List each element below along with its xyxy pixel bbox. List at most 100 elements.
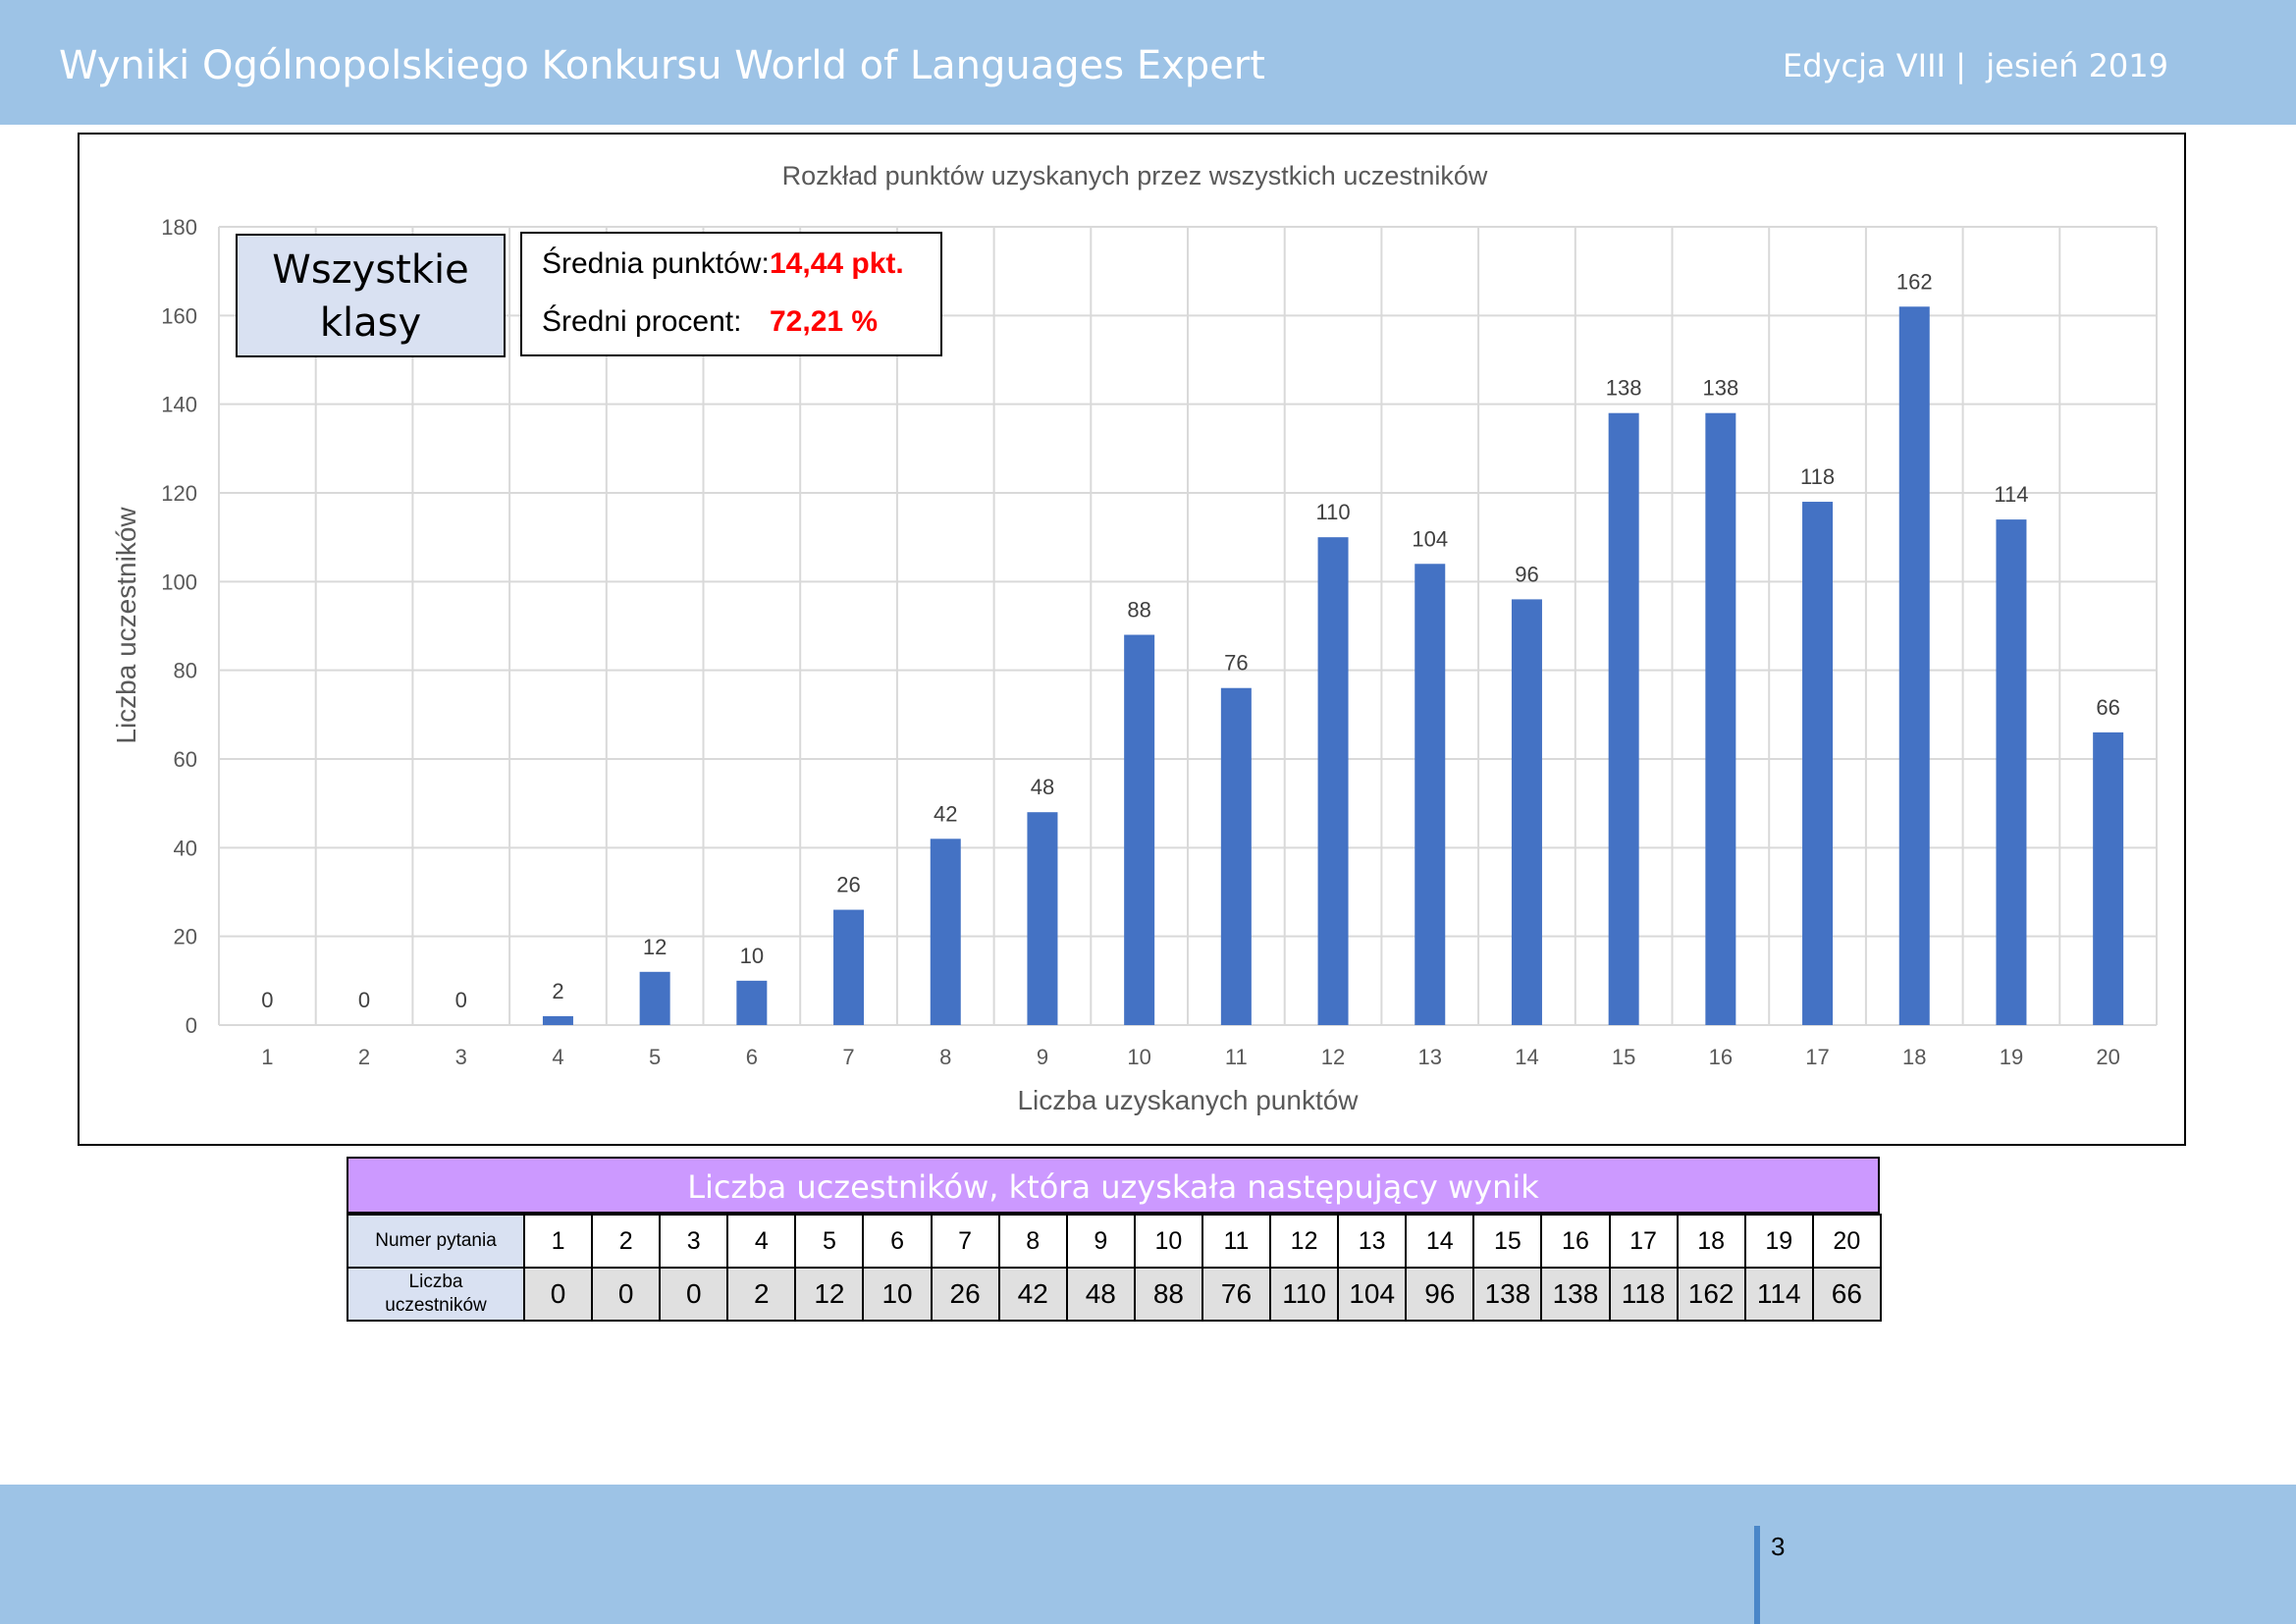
y-tick-label: 160: [161, 303, 197, 328]
x-tick-label: 3: [455, 1045, 467, 1069]
data-label: 66: [2096, 695, 2119, 720]
participant-count-cell: 88: [1133, 1267, 1203, 1322]
x-tick-label: 2: [358, 1045, 370, 1069]
y-tick-label: 140: [161, 393, 197, 417]
data-label: 42: [934, 801, 957, 826]
participant-count-cell: 104: [1337, 1267, 1408, 1322]
x-tick-label: 12: [1321, 1045, 1345, 1069]
bar: [1511, 599, 1542, 1025]
data-label: 104: [1412, 526, 1448, 551]
question-number-cell: 6: [862, 1214, 933, 1269]
x-tick-label: 10: [1127, 1045, 1150, 1069]
participant-count-cell: 110: [1269, 1267, 1340, 1322]
question-number-cell: 16: [1540, 1214, 1611, 1269]
bar: [542, 1015, 573, 1025]
data-label: 138: [1702, 376, 1738, 401]
avg-points-row: Średnia punktów:14,44 pkt.: [542, 247, 904, 281]
data-label: 12: [643, 935, 667, 959]
header-title: Wyniki Ogólnopolskiego Konkursu World of…: [59, 43, 1265, 88]
x-tick-label: 20: [2096, 1045, 2119, 1069]
avg-percent-label: Średni procent:: [542, 305, 742, 338]
page-number: 3: [1771, 1532, 1786, 1561]
bar-chart: 0204060801001201401601800102032412510626…: [111, 161, 2158, 1115]
results-table: Liczba uczestników, która uzyskała nastę…: [347, 1157, 1882, 1322]
chart-title: Rozkład punktów uzyskanych przez wszystk…: [782, 161, 1488, 190]
question-number-cell: 19: [1743, 1214, 1814, 1269]
participant-count-cell: 118: [1608, 1267, 1679, 1322]
bar: [833, 909, 865, 1025]
x-tick-label: 7: [842, 1045, 854, 1069]
bar: [1705, 412, 1736, 1025]
question-number-cell: 11: [1201, 1214, 1272, 1269]
x-tick-label: 5: [649, 1045, 661, 1069]
x-axis-label: Liczba uzyskanych punktów: [1017, 1085, 1359, 1115]
x-tick-label: 14: [1515, 1045, 1538, 1069]
avg-points-label: Średnia punktów:: [542, 247, 770, 280]
classes-box: Wszystkie klasy: [236, 234, 506, 357]
question-number-cell: 3: [659, 1214, 729, 1269]
participant-count-cell: 138: [1540, 1267, 1611, 1322]
classes-line1: Wszystkie: [272, 247, 469, 293]
data-label: 0: [261, 988, 273, 1012]
page-header: Wyniki Ogólnopolskiego Konkursu World of…: [0, 0, 2296, 125]
participant-count-cell: 0: [591, 1267, 662, 1322]
participant-count-cell: 48: [1065, 1267, 1136, 1322]
y-tick-label: 60: [174, 747, 197, 772]
bar: [1317, 537, 1349, 1025]
table-title: Liczba uczestników, która uzyskała nastę…: [347, 1157, 1880, 1214]
data-label: 0: [358, 988, 370, 1012]
classes-line2: klasy: [319, 300, 422, 346]
avg-percent-value: 72,21 %: [770, 305, 879, 338]
question-number-cell: 14: [1405, 1214, 1475, 1269]
x-tick-label: 18: [1902, 1045, 1926, 1069]
participant-count-cell: 162: [1676, 1267, 1746, 1322]
header-edition: Edycja VIII | jesień 2019: [1783, 47, 2168, 84]
data-label: 138: [1606, 376, 1642, 401]
participant-count-cell: 96: [1405, 1267, 1475, 1322]
participant-count-cell: 66: [1811, 1267, 1882, 1322]
x-tick-label: 1: [261, 1045, 273, 1069]
y-tick-label: 80: [174, 659, 197, 683]
avg-points-value: 14,44 pkt.: [770, 247, 904, 280]
question-number-cell: 4: [726, 1214, 797, 1269]
bar: [1802, 502, 1834, 1025]
question-number-cell: 18: [1676, 1214, 1746, 1269]
question-number-cell: 15: [1472, 1214, 1543, 1269]
question-number-cell: 9: [1065, 1214, 1136, 1269]
data-label: 162: [1896, 269, 1933, 294]
y-tick-label: 100: [161, 569, 197, 594]
question-number-cell: 2: [591, 1214, 662, 1269]
data-label: 76: [1224, 651, 1248, 676]
question-number-cell: 7: [930, 1214, 1000, 1269]
data-label: 10: [740, 944, 764, 968]
participant-count-cell: 0: [522, 1267, 594, 1322]
page-footer: [0, 1485, 2296, 1624]
y-axis-label: Liczba uczestników: [111, 507, 141, 744]
data-label: 2: [552, 979, 563, 1003]
data-label: 0: [455, 988, 467, 1012]
data-label: 96: [1515, 562, 1538, 586]
bar: [2093, 731, 2124, 1025]
question-number-row: Numer pytania 1 2 3 4 5 6 7 8 9 10 11 12 13 14 15 16 17 1…: [347, 1214, 1882, 1269]
question-number-cell: 13: [1337, 1214, 1408, 1269]
question-number-cell: 20: [1811, 1214, 1882, 1269]
data-label: 114: [1994, 482, 2028, 507]
data-label: 110: [1316, 500, 1351, 524]
data-label: 88: [1127, 598, 1150, 623]
data-label: 118: [1800, 464, 1835, 489]
question-number-cell: 5: [794, 1214, 865, 1269]
chart-frame: 0 20 40 60 80 100 120 140 160 180 0 1 0 2 0 3 2 4 12 5 10 6 26…: [78, 133, 2186, 1146]
x-tick-label: 11: [1225, 1045, 1248, 1069]
participant-count-cell: 26: [930, 1267, 1000, 1322]
bar: [1898, 306, 1930, 1025]
avg-percent-row: Średni procent: 72,21 %: [542, 305, 878, 339]
y-tick-label: 0: [186, 1013, 197, 1038]
bar: [1415, 564, 1446, 1025]
data-label: 26: [836, 873, 860, 897]
x-tick-label: 15: [1612, 1045, 1635, 1069]
question-number-cell: 12: [1269, 1214, 1340, 1269]
stats-box: Średnia punktów:14,44 pkt. Średni procen…: [520, 232, 942, 356]
question-number-cell: 10: [1133, 1214, 1203, 1269]
x-tick-label: 9: [1037, 1045, 1048, 1069]
participant-count-cell: 10: [862, 1267, 933, 1322]
